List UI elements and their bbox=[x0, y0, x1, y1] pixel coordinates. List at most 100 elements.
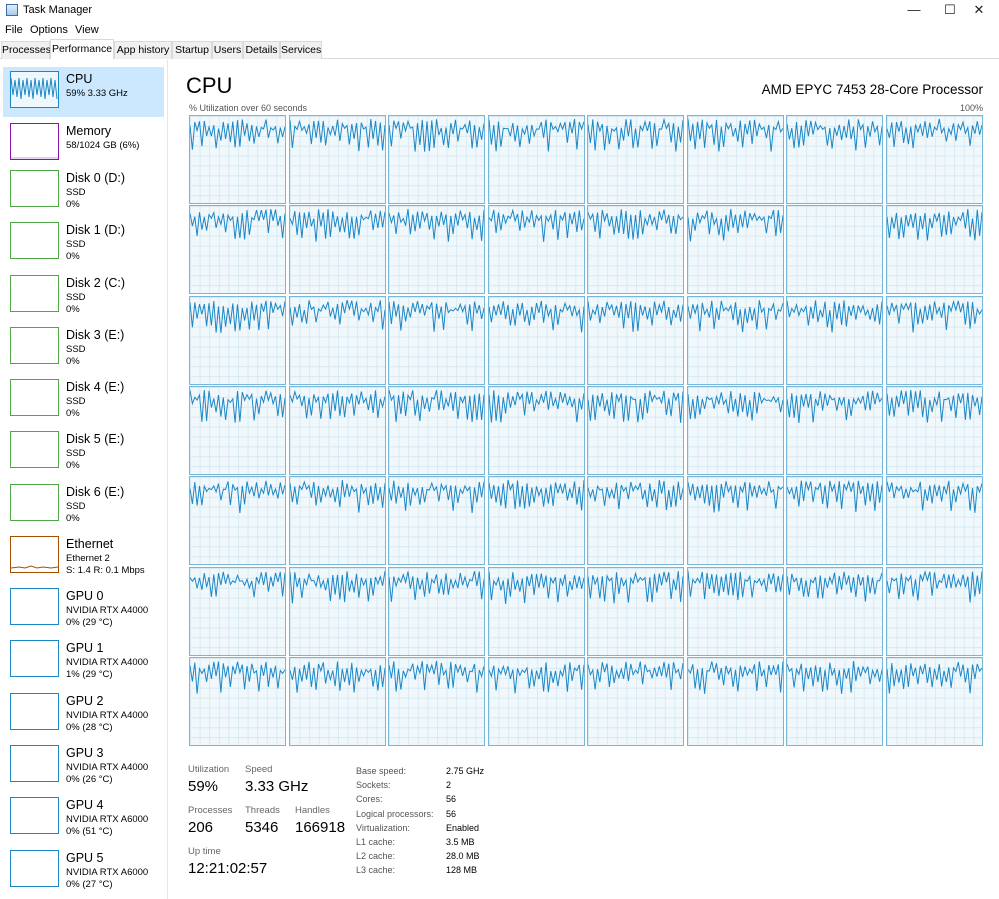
gpu-thumbnail-graph bbox=[10, 745, 59, 782]
sidebar-item-status: 0% (26 °C) bbox=[66, 774, 113, 785]
detail-label: Virtualization: bbox=[356, 822, 410, 833]
logical-processor-graph bbox=[487, 115, 585, 204]
window-title: Task Manager bbox=[23, 4, 93, 16]
logical-processor-graph bbox=[686, 205, 784, 295]
tab-details[interactable]: Details bbox=[243, 41, 280, 59]
sidebar-item-status: 0% bbox=[66, 460, 80, 471]
tab-users[interactable]: Users bbox=[212, 41, 243, 59]
logical-processor-graph bbox=[587, 476, 684, 566]
sidebar-item-status: 0% bbox=[66, 356, 80, 367]
logical-processor-graph bbox=[189, 115, 286, 204]
sidebar-item-name: Disk 1 (D:) bbox=[66, 223, 126, 237]
logical-processor-graph bbox=[885, 476, 983, 566]
logical-processor-graph bbox=[686, 476, 784, 566]
sidebar-item-memory[interactable]: Memory 58/1024 GB (6%) bbox=[3, 119, 164, 169]
speed-value: 3.33 GHz bbox=[245, 778, 309, 795]
sidebar-item-gpu-5[interactable]: GPU 5 NVIDIA RTX A6000 0% (27 °C) bbox=[3, 846, 164, 896]
tab-bar: Processes Performance App history Startu… bbox=[0, 39, 999, 59]
sidebar-item-detail: 58/1024 GB (6%) bbox=[66, 140, 140, 151]
sidebar-item-gpu-1[interactable]: GPU 1 NVIDIA RTX A4000 1% (29 °C) bbox=[3, 636, 164, 686]
logical-processor-graph bbox=[786, 385, 883, 475]
sidebar-item-status: 0% (27 °C) bbox=[66, 879, 113, 890]
processor-model: AMD EPYC 7453 28-Core Processor bbox=[761, 82, 983, 97]
logical-processor-graph bbox=[587, 656, 684, 746]
sidebar-item-detail: SSD bbox=[66, 187, 86, 198]
detail-label: Base speed: bbox=[356, 766, 407, 776]
tab-performance[interactable]: Performance bbox=[50, 39, 114, 59]
logical-processor-graph bbox=[189, 295, 286, 385]
disk-thumbnail-graph bbox=[10, 275, 59, 312]
sidebar-item-detail: Ethernet 2 bbox=[66, 553, 110, 564]
sidebar-item-detail: SSD bbox=[66, 448, 86, 459]
detail-value: 128 MB bbox=[446, 865, 478, 876]
sidebar-item-disk-1-d[interactable]: Disk 1 (D:) SSD 0% bbox=[3, 218, 164, 268]
sidebar-item-disk-2-c[interactable]: Disk 2 (C:) SSD 0% bbox=[3, 271, 164, 321]
sidebar-item-disk-6-e[interactable]: Disk 6 (E:) SSD 0% bbox=[3, 480, 164, 530]
menu-bar: File Options View bbox=[0, 21, 999, 39]
sidebar-item-gpu-2[interactable]: GPU 2 NVIDIA RTX A4000 0% (28 °C) bbox=[3, 689, 164, 739]
logical-processor-graph bbox=[587, 566, 684, 656]
utilization-label: Utilization bbox=[188, 764, 230, 775]
sidebar-item-cpu[interactable]: CPU 59% 3.33 GHz bbox=[3, 67, 164, 117]
logical-processor-graph bbox=[288, 476, 386, 566]
logical-processor-graph bbox=[885, 656, 983, 746]
logical-processor-graph bbox=[786, 476, 883, 566]
logical-processor-graph bbox=[388, 566, 485, 656]
sidebar-item-status: 0% (28 °C) bbox=[66, 722, 113, 733]
sidebar-item-detail: 59% 3.33 GHz bbox=[66, 88, 128, 99]
logical-processor-graph bbox=[786, 566, 883, 656]
logical-processor-graph bbox=[288, 295, 386, 385]
sidebar-item-detail: SSD bbox=[66, 292, 86, 303]
sidebar-item-detail: SSD bbox=[66, 501, 86, 512]
logical-processor-graph bbox=[786, 205, 883, 295]
menu-options[interactable]: Options bbox=[30, 24, 68, 36]
minimize-button[interactable]: — bbox=[907, 2, 921, 17]
page-title: CPU bbox=[186, 73, 233, 98]
sidebar-item-disk-4-e[interactable]: Disk 4 (E:) SSD 0% bbox=[3, 375, 164, 425]
threads-label: Threads bbox=[245, 805, 280, 816]
detail-label: Cores: bbox=[356, 794, 383, 805]
gpu-thumbnail-graph bbox=[10, 693, 59, 730]
logical-processor-graph bbox=[388, 115, 485, 204]
sidebar-item-disk-3-e[interactable]: Disk 3 (E:) SSD 0% bbox=[3, 323, 164, 373]
logical-processor-graph bbox=[686, 115, 784, 204]
detail-value: 56 bbox=[446, 808, 457, 819]
sidebar-item-detail: NVIDIA RTX A4000 bbox=[66, 762, 149, 773]
logical-processor-graph bbox=[587, 295, 684, 385]
logical-processor-graph bbox=[587, 385, 684, 475]
menu-view[interactable]: View bbox=[75, 24, 99, 36]
tab-processes[interactable]: Processes bbox=[1, 41, 51, 59]
tab-app-history[interactable]: App history bbox=[114, 41, 172, 59]
logical-processor-graph bbox=[288, 656, 386, 746]
tab-services[interactable]: Services bbox=[280, 41, 322, 59]
logical-processor-graph bbox=[487, 656, 585, 746]
maximize-button[interactable]: ☐ bbox=[944, 2, 956, 17]
detail-value: 56 bbox=[446, 794, 457, 805]
gpu-thumbnail-graph bbox=[10, 797, 59, 834]
cpu-panel: CPU AMD EPYC 7453 28-Core Processor % Ut… bbox=[170, 60, 999, 899]
tab-startup[interactable]: Startup bbox=[172, 41, 212, 59]
detail-label: L2 cache: bbox=[356, 851, 396, 862]
close-button[interactable]: ✕ bbox=[973, 2, 985, 17]
logical-processor-graph bbox=[189, 385, 286, 475]
logical-processor-graph bbox=[288, 385, 386, 475]
sidebar-item-gpu-3[interactable]: GPU 3 NVIDIA RTX A4000 0% (26 °C) bbox=[3, 741, 164, 791]
sidebar-item-name: Ethernet bbox=[66, 537, 114, 551]
detail-value: 2.75 GHz bbox=[446, 766, 485, 776]
utilization-value: 59% bbox=[188, 778, 219, 795]
logical-processor-graph bbox=[587, 115, 684, 204]
sidebar-item-ethernet[interactable]: Ethernet Ethernet 2 S: 1.4 R: 0.1 Mbps bbox=[3, 532, 164, 582]
logical-processor-graph bbox=[786, 656, 883, 746]
sidebar-item-disk-0-d[interactable]: Disk 0 (D:) SSD 0% bbox=[3, 166, 164, 216]
sidebar-item-gpu-4[interactable]: GPU 4 NVIDIA RTX A6000 0% (51 °C) bbox=[3, 793, 164, 843]
sidebar-item-gpu-0[interactable]: GPU 0 NVIDIA RTX A4000 0% (29 °C) bbox=[3, 584, 164, 634]
sidebar-item-disk-5-e[interactable]: Disk 5 (E:) SSD 0% bbox=[3, 427, 164, 477]
logical-processor-graph bbox=[388, 656, 485, 746]
handles-label: Handles bbox=[295, 805, 330, 816]
logical-processor-graph bbox=[885, 205, 983, 295]
processes-value: 206 bbox=[188, 819, 214, 836]
logical-processor-graph bbox=[388, 476, 485, 566]
uptime-value: 12:21:02:57 bbox=[188, 860, 268, 877]
sidebar-item-status: S: 1.4 R: 0.1 Mbps bbox=[66, 565, 145, 576]
menu-file[interactable]: File bbox=[5, 24, 23, 36]
